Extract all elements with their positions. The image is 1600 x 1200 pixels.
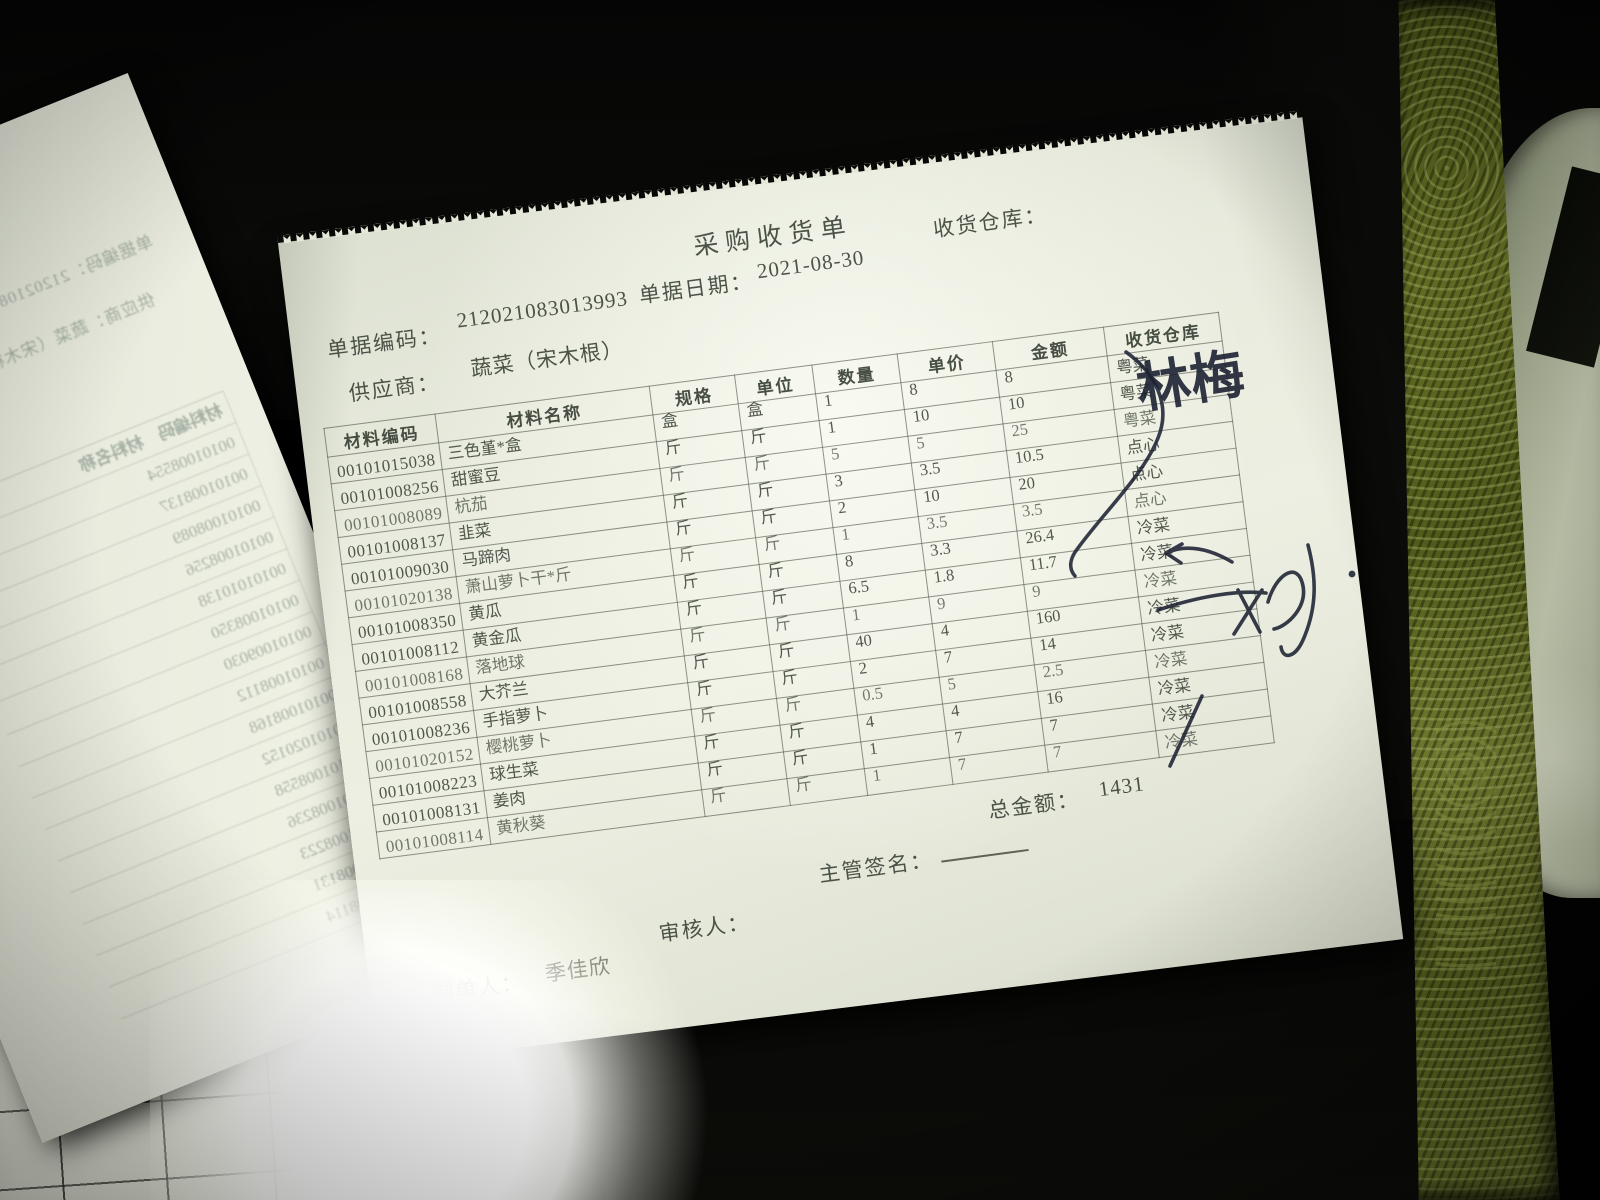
doc-code-label: 单据编码：	[325, 323, 444, 363]
doc-code-value: 212021083013993	[455, 285, 630, 333]
supervisor-signature-label: 主管签名：	[817, 831, 1030, 889]
signature-line	[941, 848, 1029, 863]
total-label: 总金额：	[986, 787, 1082, 824]
doc-date-label: 单据日期：	[637, 268, 755, 308]
warehouse-field-label: 收货仓库：	[931, 202, 1049, 242]
supplier-value: 蔬菜（宋木根）	[469, 336, 626, 382]
cell: 7	[949, 745, 1049, 785]
cell: 斤	[701, 778, 791, 817]
supplier-label: 供应商：	[347, 369, 442, 406]
preparer-name: 季佳欣	[543, 953, 613, 987]
reviewer-label: 审核人：	[657, 910, 752, 947]
total-value: 1431	[1097, 771, 1146, 802]
cell: 1	[864, 757, 954, 796]
fabric-scroll-pattern	[1435, 720, 1496, 980]
cell: 斤	[786, 768, 868, 806]
purchase-receipt-paper: 采购收货单 收货仓库： 单据编码： 212021083013993 单据日期： …	[277, 110, 1404, 1065]
preparer-label: 制单人：	[431, 970, 526, 1007]
